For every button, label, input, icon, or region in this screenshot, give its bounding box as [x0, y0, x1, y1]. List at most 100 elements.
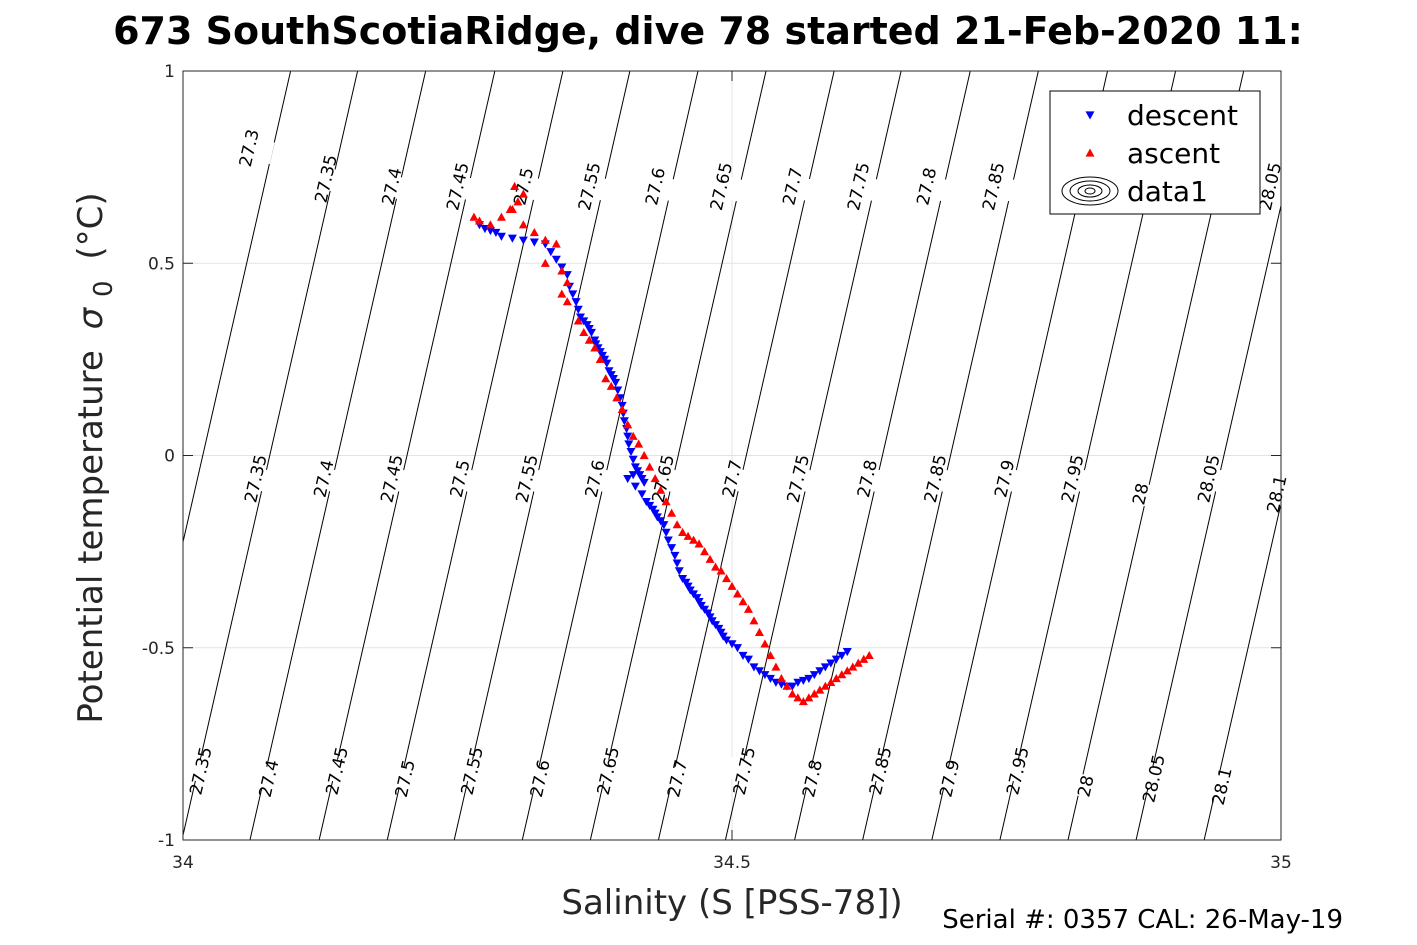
descent-point	[787, 682, 797, 691]
legend-label-descent: descent	[1127, 99, 1238, 132]
ascent-point	[683, 531, 693, 540]
contour-label-bg	[1195, 770, 1248, 803]
descent-point	[602, 359, 612, 368]
descent-point	[613, 386, 623, 395]
descent-point	[743, 655, 753, 664]
contour-label-bg	[772, 462, 824, 495]
ascent-point	[590, 343, 600, 352]
contour-line-28.1	[1203, 501, 1281, 840]
legend-descent-marker	[1085, 111, 1095, 120]
y-axis-label-subscript: 0	[89, 280, 119, 297]
descent-point	[546, 248, 556, 257]
contour-label-bg	[718, 754, 770, 787]
descent-point	[727, 640, 737, 649]
contour-label-bg	[695, 170, 747, 203]
contour-line-27.35	[183, 71, 359, 838]
contour-label-bg	[223, 131, 275, 164]
contour-label-bg	[445, 754, 498, 787]
ascent-point	[557, 266, 567, 275]
x-tick-label: 34	[172, 853, 194, 873]
series-ascent	[469, 181, 874, 706]
descent-point	[738, 651, 748, 660]
contour-label-bg	[568, 462, 621, 495]
descent-point	[586, 328, 596, 337]
legend-contour-icon	[1077, 184, 1103, 198]
descent-point	[611, 378, 621, 387]
ascent-point	[510, 181, 520, 190]
x-axis-label: Salinity (S [PSS-78])	[561, 883, 902, 923]
ascent-point	[496, 212, 506, 221]
x-axis-ticks: 34 34.5 35	[172, 71, 1292, 873]
ascent-point	[678, 527, 688, 536]
ascent-point	[798, 697, 808, 706]
descent-point	[722, 636, 732, 645]
descent-point	[663, 536, 673, 545]
descent-point	[667, 544, 677, 553]
contour-label-bg	[967, 170, 1020, 203]
descent-point	[760, 671, 770, 680]
descent-point	[815, 667, 825, 676]
contour-label-bg	[923, 762, 976, 795]
ascent-point	[623, 420, 633, 429]
ascent-point	[809, 689, 819, 698]
ascent-point	[557, 289, 567, 298]
descent-point	[732, 644, 742, 653]
ascent-point	[694, 539, 704, 548]
descent-point	[842, 647, 852, 657]
contour-label-bg	[978, 462, 1031, 495]
descent-point	[809, 671, 819, 680]
legend: descent ascent data1	[1049, 90, 1261, 215]
ascent-point	[661, 497, 671, 506]
ascent-point	[705, 554, 715, 563]
y-tick-label: 1	[164, 62, 175, 82]
y-axis-label-symbol: σ	[71, 306, 111, 329]
contour-line-27.3	[183, 71, 292, 545]
contour-label-bg	[299, 162, 352, 195]
contour-label-bg	[629, 170, 681, 203]
y-axis-label: Potential temperature σ 0 (°C)	[71, 192, 121, 723]
contour-label-bg	[706, 462, 758, 495]
ascent-point	[760, 639, 770, 648]
ascent-point	[540, 235, 550, 244]
ascent-point	[606, 381, 616, 390]
contour-label-bg	[1182, 462, 1235, 495]
contour-line-28.05	[1135, 203, 1281, 840]
descent-point	[793, 678, 803, 687]
contour-label-bg	[433, 462, 486, 495]
contour-label-bg	[500, 462, 553, 495]
ascent-point	[667, 508, 677, 517]
ascent-point	[749, 616, 759, 625]
contour-label-bg	[1250, 477, 1303, 511]
descent-point	[623, 432, 633, 441]
ascent-point	[518, 220, 528, 229]
ascent-point	[848, 662, 858, 671]
descent-point	[630, 482, 640, 491]
descent-point	[551, 255, 561, 264]
descent-point	[507, 234, 517, 243]
descent-point	[639, 478, 649, 487]
descent-point	[573, 305, 583, 314]
contour-label-bg	[766, 170, 819, 203]
ascent-point	[645, 462, 655, 471]
ascent-point	[853, 658, 863, 667]
chart-title: 673 SouthScotiaRidge, dive 78 started 21…	[113, 9, 1303, 53]
contour-label: 28	[1129, 481, 1153, 507]
contour-label-bg	[242, 762, 295, 795]
descent-point	[659, 521, 669, 530]
descent-point	[820, 663, 830, 672]
contour-label-bg	[1046, 462, 1099, 495]
contour-label-bg	[832, 170, 885, 203]
ascent-point	[837, 670, 847, 679]
ascent-point	[776, 674, 786, 683]
contour-label: 28	[1074, 774, 1098, 800]
contour-label-bg	[909, 462, 961, 495]
descent-point	[831, 655, 841, 664]
ascent-point	[529, 227, 539, 237]
ascent-point	[820, 681, 830, 690]
contour-label-bg	[365, 462, 418, 495]
ascent-point	[716, 566, 726, 575]
contour-label-bg	[378, 762, 431, 795]
legend-label-data1: data1	[1127, 175, 1208, 208]
descent-point	[754, 667, 764, 676]
